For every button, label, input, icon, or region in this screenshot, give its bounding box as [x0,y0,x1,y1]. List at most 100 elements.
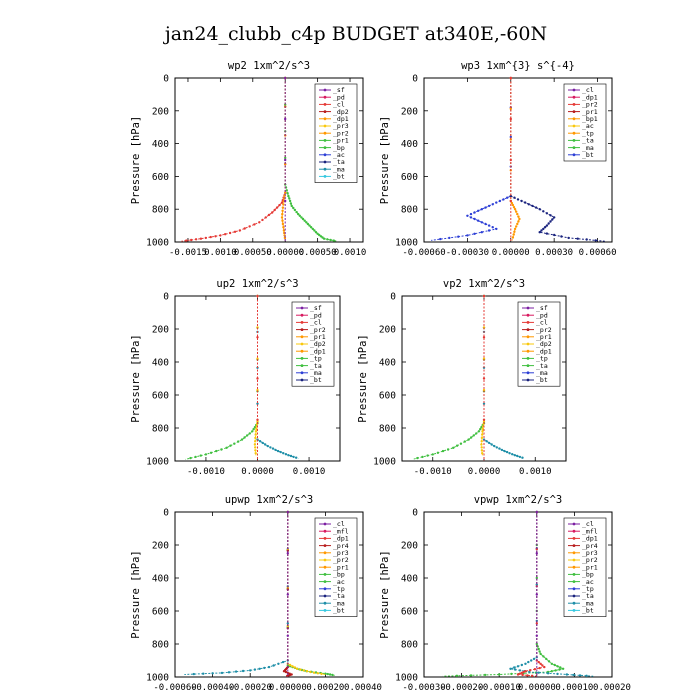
legend-marker [572,153,576,157]
legend-marker [300,378,304,382]
y-tick-label: 800 [152,640,169,651]
series-point [256,336,259,339]
series-point [256,357,259,360]
legend-entry: _dp2 [536,340,552,348]
legend-marker [323,573,327,576]
y-tick-label: 400 [401,574,418,585]
x-tick-label: 0.0010 [334,248,367,258]
series-point [286,674,289,677]
y-tick-label: 600 [152,607,169,618]
series-point [286,634,289,637]
series-point [535,552,538,555]
legend-entry: _dp2 [310,340,326,348]
x-tick-label: 0.00010 [555,683,593,693]
series-point [553,233,556,237]
series-point [204,453,208,456]
series-point [510,672,513,676]
series-point [469,216,473,219]
series-point [487,441,491,445]
series-point [553,663,556,667]
legend-marker [572,139,576,142]
series-point [240,438,244,441]
series-point [272,664,275,667]
legend-marker [526,321,530,324]
series-point [287,194,290,198]
series-point [513,230,516,233]
series-point [254,433,257,436]
legend-entry: _bp [582,571,594,579]
series-point [513,196,516,199]
series-point [289,202,293,205]
series-point [282,229,286,232]
series-point [482,357,486,360]
legend-entry: _pr2 [333,556,349,564]
legend-entry: _pr1 [582,563,598,571]
y-tick-label: 1000 [146,457,169,468]
series-point [290,204,293,208]
series-point [513,454,516,457]
series-point [594,239,597,242]
legend-entry: _ta [333,158,345,166]
legend-marker [572,124,576,128]
legend-entry: _sf [310,304,322,312]
series-point [535,576,538,580]
series-point [285,189,288,192]
series-point [238,229,241,232]
series-point [512,233,515,236]
series-point [194,455,197,459]
series-point [578,674,582,677]
legend-marker [572,522,576,526]
series-point [500,448,504,452]
series-point [466,234,469,237]
series-point [243,436,246,439]
legend-entry: _ta [310,362,322,370]
legend-marker [323,551,327,555]
legend-marker [572,565,576,569]
series-point [255,427,258,430]
series-point [282,203,285,206]
series-point [455,444,459,447]
y-tick-label: 600 [152,391,169,402]
series-point [286,622,289,625]
x-tick-label: -0.0015 [169,248,207,258]
series-point [477,219,480,222]
y-tick-label: 600 [152,172,169,183]
series-point [535,547,538,551]
series-point [480,436,484,440]
legend-entry: _cl [582,86,594,94]
series-point [547,660,551,663]
series-point [560,235,563,238]
series-point [219,234,222,237]
x-tick-label: -0.00060 [153,683,196,693]
figure-title: jan24_clubb_c4p BUDGET at340E,-60N [163,23,547,45]
series-point [202,672,205,675]
legend-marker [572,131,576,135]
series-point [480,231,483,234]
series-point [286,593,289,596]
series-point [452,446,455,449]
y-tick-label: 400 [152,139,169,150]
series-point [251,430,254,433]
series-point [533,668,537,671]
series-point [495,201,498,204]
legend-marker [323,558,327,562]
series-point [487,224,491,227]
series-point [480,446,483,449]
legend-entry: _tp [310,355,322,363]
series-point [436,451,440,454]
series-point [441,449,445,453]
y-tick-label: 200 [401,106,418,117]
series-point [416,456,419,460]
plot-frame [423,511,613,678]
legend-marker [572,95,576,99]
legend-entry: _ac [582,578,594,586]
series-point [199,237,203,240]
series-point [509,667,512,670]
series-point [318,233,321,237]
series-point [284,453,288,456]
x-tick-label: 0.0010 [293,467,326,477]
legend-entry: _dp1 [536,347,552,355]
series-point [539,662,542,665]
series-point [209,451,213,454]
series-point [316,672,320,675]
